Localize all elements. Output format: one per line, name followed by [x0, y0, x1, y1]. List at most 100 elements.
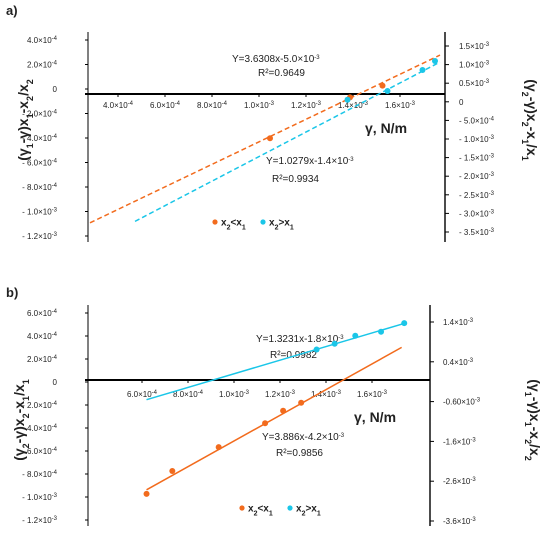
- left-tick-label: - 1.0×10-3: [22, 493, 58, 502]
- r-squared: R²=0.9649: [258, 68, 305, 79]
- right-tick-label: 0: [459, 98, 464, 107]
- left-y-axis-title: (γ2-γ)x2-x1/x1: [11, 379, 31, 461]
- x-tick-label: 1.6×10-3: [385, 101, 416, 110]
- trend-equation: Y=3.886x-4.2×10-3: [262, 432, 345, 443]
- panel-label: b): [6, 285, 18, 300]
- left-tick-label: - 1.0×10-3: [22, 208, 58, 217]
- left-tick-label: 4.0×10-4: [27, 36, 58, 45]
- x-tick-label: 1.2×10-3: [265, 390, 296, 399]
- left-tick-label: - 6.0×10-4: [22, 447, 58, 456]
- left-tick-label: - 4.0×10-4: [22, 424, 58, 433]
- data-point: [378, 328, 385, 335]
- series-x2-gt-x1: Y=1.0279x-1.4×10-3 R²=0.9934: [134, 58, 441, 223]
- r-squared: R²=0.9856: [276, 448, 323, 459]
- data-point: [262, 420, 269, 427]
- data-point: [313, 346, 320, 353]
- left-tick-label: - 4.0×10-4: [22, 134, 58, 143]
- data-point: [280, 407, 287, 414]
- legend-label: x2<x1: [248, 504, 273, 518]
- left-tick-label: - 8.0×10-4: [22, 183, 58, 192]
- left-tick-label: - 1.2×10-3: [22, 232, 58, 241]
- data-point: [215, 444, 222, 451]
- legend-marker: [260, 219, 266, 225]
- series-x2-gt-x1: Y=3.886x-4.2×10-3 R²=0.9856: [146, 320, 408, 459]
- right-tick-label: - 3.0×10-3: [459, 209, 495, 218]
- right-tick-label: -0.60×10-3: [443, 398, 481, 407]
- right-tick-label: 1.4×10-3: [443, 318, 474, 327]
- series-x2-lt-x1: Y=3.6308x-5.0×10-3 R²=0.9649: [89, 54, 441, 224]
- left-tick-label: 2.0×10-4: [27, 355, 58, 364]
- data-point: [331, 340, 338, 347]
- trend-equation: Y=1.3231x-1.8×10-3: [256, 334, 344, 345]
- r-squared: R²=0.9934: [272, 174, 319, 185]
- legend: x2<x1 x2>x1: [239, 504, 321, 518]
- right-tick-label: 0.5×10-3: [459, 79, 490, 88]
- right-tick-label: - 1.0×10-3: [459, 135, 495, 144]
- right-tick-label: - 3.5×10-3: [459, 228, 495, 237]
- left-tick-label: - 2.0×10-4: [22, 401, 58, 410]
- legend-marker: [212, 219, 218, 225]
- right-tick-label: 1.0×10-3: [459, 61, 490, 70]
- left-tick-label: 4.0×10-4: [27, 332, 58, 341]
- left-tick-label: - 2.0×10-4: [22, 110, 58, 119]
- right-tick-label: -3.6×10-3: [443, 517, 476, 526]
- left-tick-label: - 6.0×10-4: [22, 159, 58, 168]
- data-point: [143, 490, 150, 497]
- x-tick-label: 1.6×10-3: [357, 390, 388, 399]
- trend-equation: Y=1.0279x-1.4×10-3: [266, 156, 354, 167]
- left-y-axis-title: (γ1-γ)x1-x2/x2: [15, 79, 35, 161]
- x-axis-title: γ, N/m: [365, 120, 407, 136]
- x-axis-title: γ, N/m: [354, 409, 396, 425]
- data-point: [267, 135, 273, 142]
- right-tick-label: 0.4×10-3: [443, 358, 474, 367]
- right-y-axis-title: (γ1-γ)x1-x2/x2: [523, 379, 543, 461]
- data-point: [379, 82, 386, 89]
- x-tick-label: 8.0×10-4: [197, 101, 228, 110]
- right-y-axis-title: (γ2-γ)x2-x1/x1: [520, 79, 540, 161]
- right-tick-label: -2.6×10-3: [443, 477, 476, 486]
- right-tick-label: - 2.5×10-3: [459, 191, 495, 200]
- data-point: [419, 67, 426, 73]
- chart-panel-a: a) 4.0×10-4 2.0×10-4 0 - 2.0×10-4 - 4.0×10-4 -…: [6, 3, 540, 242]
- data-point: [298, 399, 305, 406]
- legend: x2<x1 x2>x1: [212, 218, 294, 232]
- x-tick-label: 8.0×10-4: [173, 390, 204, 399]
- right-tick-label: - 5.0×10-4: [459, 116, 495, 125]
- x-tick-label: 4.0×10-4: [103, 101, 134, 110]
- data-point: [169, 468, 176, 475]
- x-tick-label: 1.0×10-3: [219, 390, 250, 399]
- panel-label: a): [6, 3, 18, 18]
- legend-label: x2>x1: [296, 504, 321, 518]
- left-tick-label: 0: [53, 378, 58, 387]
- data-point: [432, 58, 438, 64]
- left-tick-label: - 8.0×10-4: [22, 470, 58, 479]
- legend-label: x2<x1: [221, 218, 246, 232]
- right-tick-label: -1.6×10-3: [443, 437, 476, 446]
- trend-equation: Y=3.6308x-5.0×10-3: [232, 54, 320, 65]
- left-tick-label: 0: [53, 85, 58, 94]
- legend-marker: [239, 505, 245, 511]
- trendline: [146, 346, 403, 491]
- left-tick-label: 6.0×10-4: [27, 309, 58, 318]
- data-point: [384, 88, 391, 94]
- x-tick-label: 6.0×10-4: [150, 101, 181, 110]
- right-tick-label: 1.5×10-3: [459, 42, 490, 51]
- data-point: [352, 332, 359, 339]
- data-point: [401, 320, 408, 327]
- trendline: [134, 61, 441, 223]
- x-tick-label: 1.4×10-3: [311, 390, 342, 399]
- legend-label: x2>x1: [269, 218, 294, 232]
- right-tick-label: - 1.5×10-3: [459, 154, 495, 163]
- left-tick-label: - 1.2×10-3: [22, 516, 58, 525]
- right-tick-label: - 2.0×10-3: [459, 172, 495, 181]
- x-tick-label: 6.0×10-4: [127, 390, 158, 399]
- trendline: [146, 322, 405, 401]
- trendline: [89, 54, 441, 224]
- x-tick-label: 1.2×10-3: [291, 101, 322, 110]
- x-tick-label: 1.4×10-3: [338, 101, 369, 110]
- legend-marker: [287, 505, 293, 511]
- x-tick-label: 1.0×10-3: [244, 101, 275, 110]
- chart-panel-b: b) 6.0×10-4 4.0×10-4 2.0×10-4 0 - 2.0×10-4 - 4…: [6, 285, 543, 526]
- left-tick-label: 2.0×10-4: [27, 61, 58, 70]
